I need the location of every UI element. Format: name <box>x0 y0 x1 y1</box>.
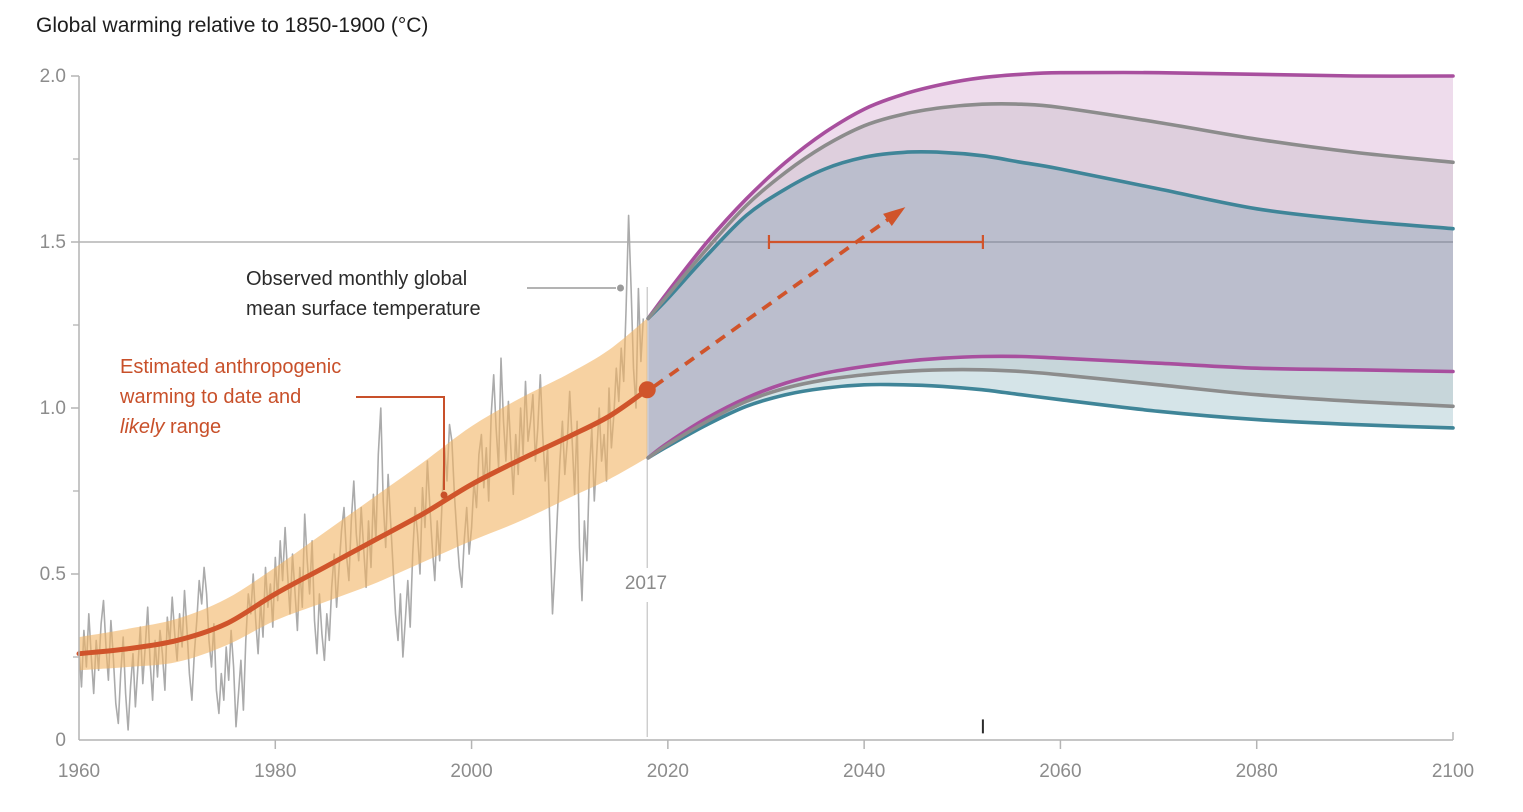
projection-curve-purple-lower <box>646 354 1455 460</box>
anthropogenic-band <box>79 318 648 671</box>
projection-band-teal <box>648 151 1453 458</box>
projection-curve-purple-upper <box>646 70 1455 321</box>
year-2017-label: 2017 <box>621 573 671 595</box>
y-tick-label: 0.5 <box>40 564 66 585</box>
y-tick-label: 1.0 <box>40 398 66 419</box>
annotation-observed-line1: Observed monthly global <box>246 268 468 290</box>
projection-curve-gray-lower <box>646 367 1455 460</box>
x-tick-label: 1980 <box>254 761 296 782</box>
projection-curve-gray-upper <box>646 102 1455 321</box>
trajectory-arrow-head <box>883 207 906 227</box>
annotation-estimated-line2: warming to date and <box>120 386 302 408</box>
estimated-leader-dot <box>440 491 448 499</box>
annotation-observed-line2: mean surface temperature <box>246 298 481 320</box>
anthropogenic-trend-line <box>76 387 650 657</box>
observed-leader-dot <box>617 284 624 292</box>
annotation-estimated-range: range <box>164 416 222 438</box>
y-tick-label: 0 <box>55 730 66 751</box>
current-warming-dot <box>638 381 656 399</box>
annotation-estimated: Estimated anthropogenic warming to date … <box>120 352 341 442</box>
annotation-estimated-line3: likely range <box>120 412 341 442</box>
y-tick-label: 2.0 <box>40 66 66 87</box>
projection-curve-teal-lower <box>646 382 1455 460</box>
x-tick-label: 2080 <box>1236 761 1278 782</box>
projection-curve-teal-upper <box>646 150 1455 321</box>
annotation-observed: Observed monthly global mean surface tem… <box>246 264 481 324</box>
x-tick-label: 2060 <box>1039 761 1081 782</box>
x-tick-label: 2000 <box>450 761 492 782</box>
x-tick-label: 2020 <box>647 761 689 782</box>
chart-title: Global warming relative to 1850-1900 (°C… <box>36 14 429 37</box>
y-tick-label: 1.5 <box>40 232 66 253</box>
annotation-estimated-line1: Estimated anthropogenic <box>120 356 342 378</box>
x-tick-label: 1960 <box>58 761 100 782</box>
projection-band-purple <box>648 72 1453 458</box>
x-tick-label: 2100 <box>1432 761 1474 782</box>
trajectory-arrow-line <box>653 216 892 388</box>
annotation-estimated-likely: likely <box>120 416 165 438</box>
x-tick-label: 2040 <box>843 761 885 782</box>
estimated-leader-line <box>356 396 445 490</box>
